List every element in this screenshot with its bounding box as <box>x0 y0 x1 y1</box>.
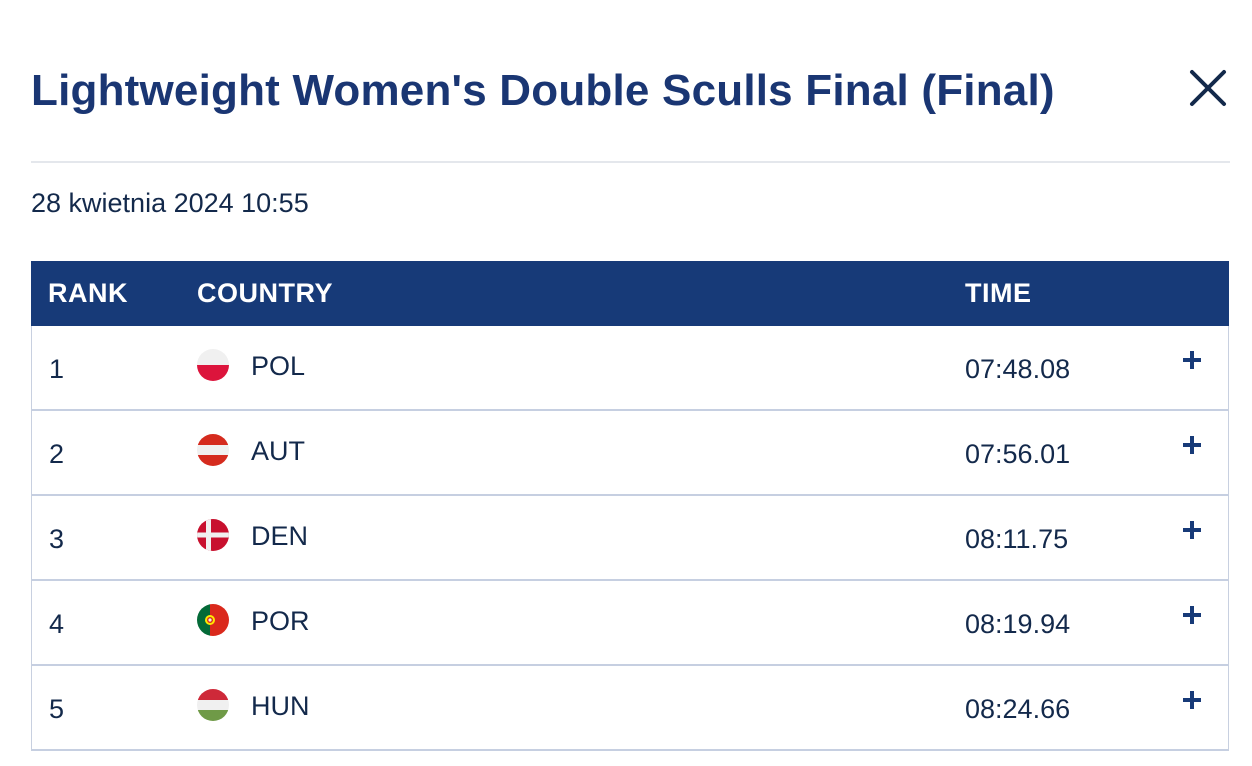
plus-icon <box>1183 606 1201 624</box>
expand-row-button[interactable] <box>1180 688 1204 712</box>
rank-cell: 1 <box>49 354 65 384</box>
page-title: Lightweight Women's Double Sculls Final … <box>31 66 1055 115</box>
time-cell: 08:19.94 <box>965 609 1071 639</box>
table-header: RANK COUNTRY TIME <box>31 261 1229 326</box>
close-button[interactable] <box>1186 66 1230 110</box>
table-row: 3 DEN 08:11.75 <box>31 496 1229 581</box>
expand-row-button[interactable] <box>1180 518 1204 542</box>
expand-row-button[interactable] <box>1180 348 1204 372</box>
poland-flag-icon <box>197 349 229 381</box>
time-cell: 07:48.08 <box>965 354 1071 384</box>
hungary-flag-icon <box>197 689 229 721</box>
results-table: RANK COUNTRY TIME 1 POL 07:48.08 2 <box>31 261 1229 751</box>
header-divider <box>31 161 1230 163</box>
country-cell: DEN <box>251 521 309 551</box>
country-cell: HUN <box>251 691 310 721</box>
column-header-rank: RANK <box>48 278 128 308</box>
plus-icon <box>1183 351 1201 369</box>
rank-cell: 2 <box>49 439 65 469</box>
portugal-flag-icon <box>197 604 229 636</box>
expand-row-button[interactable] <box>1180 603 1204 627</box>
plus-icon <box>1183 691 1201 709</box>
column-header-time: TIME <box>965 278 1032 308</box>
table-row: 1 POL 07:48.08 <box>31 326 1229 411</box>
rank-cell: 4 <box>49 609 65 639</box>
column-header-country: COUNTRY <box>197 278 333 308</box>
time-cell: 07:56.01 <box>965 439 1071 469</box>
expand-row-button[interactable] <box>1180 433 1204 457</box>
rank-cell: 5 <box>49 694 65 724</box>
austria-flag-icon <box>197 434 229 466</box>
modal-header: Lightweight Women's Double Sculls Final … <box>31 58 1230 128</box>
plus-icon <box>1183 521 1201 539</box>
table-row: 2 AUT 07:56.01 <box>31 411 1229 496</box>
table-row: 5 HUN 08:24.66 <box>31 666 1229 751</box>
denmark-flag-icon <box>197 519 229 551</box>
table-row: 4 POR 08:19.94 <box>31 581 1229 666</box>
close-icon <box>1190 70 1226 106</box>
plus-icon <box>1183 436 1201 454</box>
event-date: 28 kwietnia 2024 10:55 <box>31 188 309 218</box>
rank-cell: 3 <box>49 524 65 554</box>
time-cell: 08:24.66 <box>965 694 1071 724</box>
time-cell: 08:11.75 <box>965 524 1069 554</box>
country-cell: AUT <box>251 436 305 466</box>
country-cell: POR <box>251 606 310 636</box>
country-cell: POL <box>251 351 306 381</box>
